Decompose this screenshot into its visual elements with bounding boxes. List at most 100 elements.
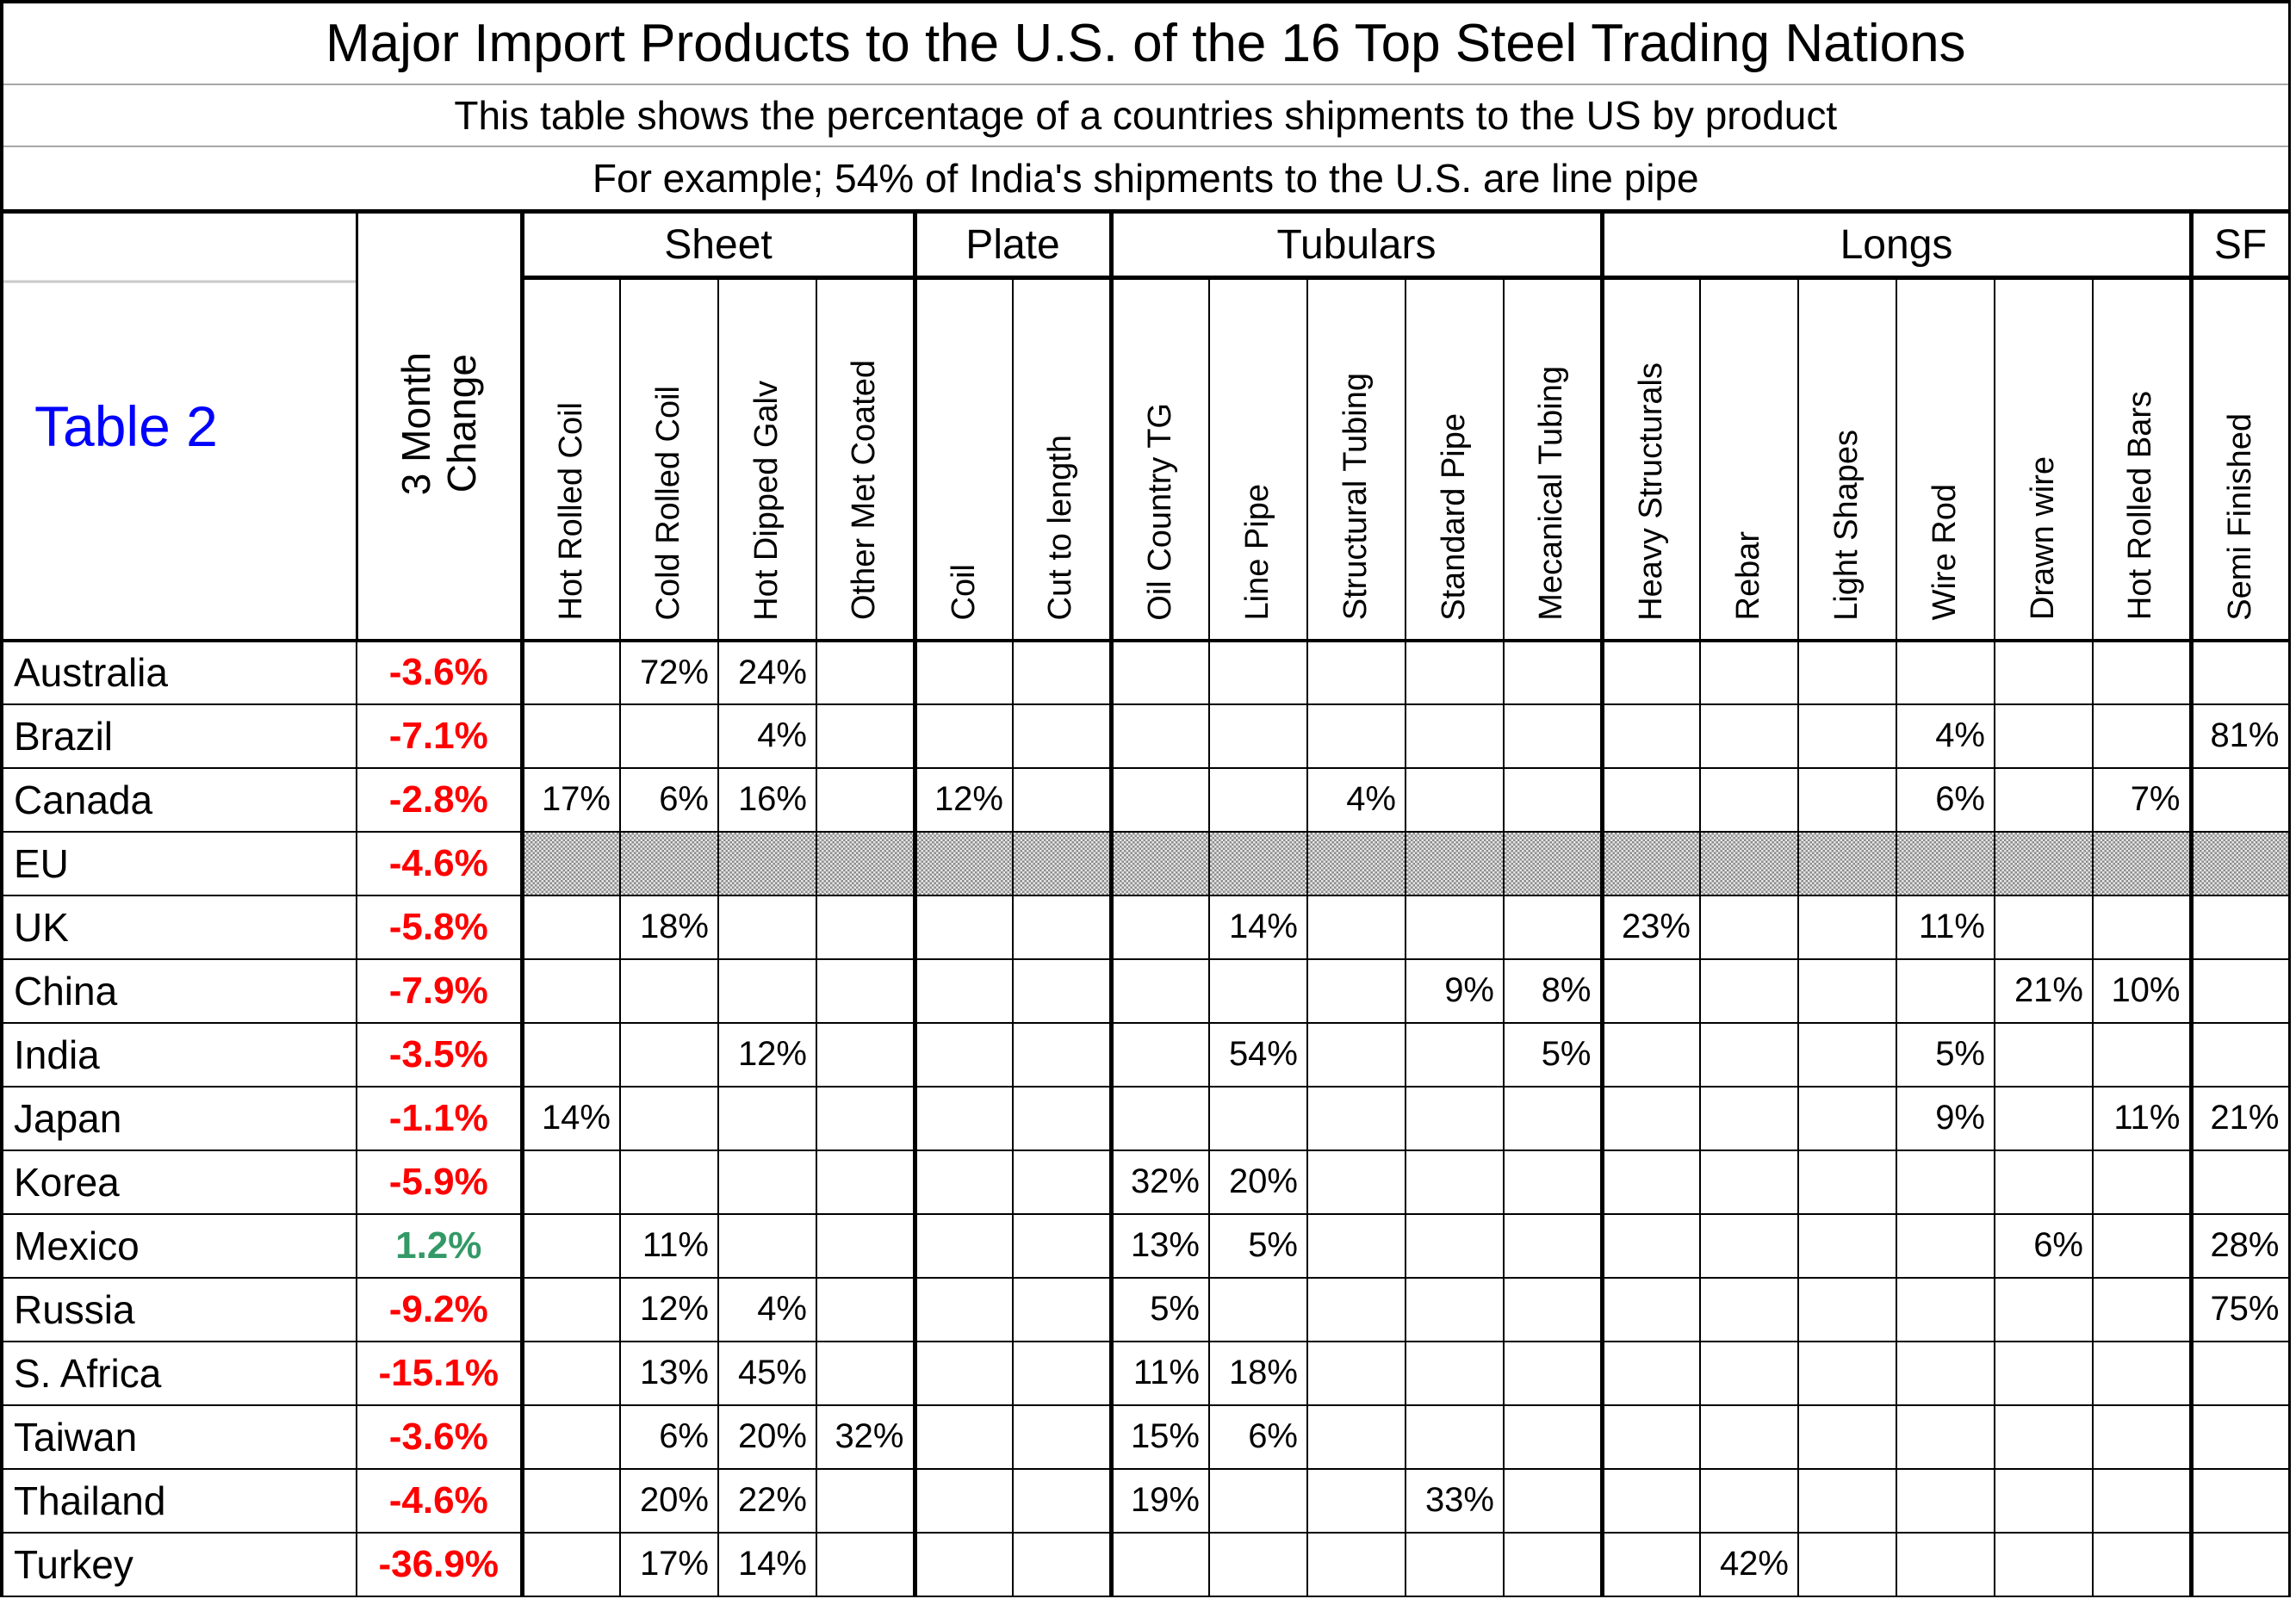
cell-china-semi-finished xyxy=(2188,957,2291,1024)
cell-russia-hot-rolled-bars xyxy=(2092,1276,2192,1342)
cell-australia-coil xyxy=(912,639,1014,705)
change-value: -7.9% xyxy=(356,957,524,1024)
cell-japan-standard-pipe xyxy=(1405,1085,1505,1151)
cell-russia-mecanical-tubing xyxy=(1503,1276,1603,1342)
country-name: Korea xyxy=(0,1149,357,1215)
cell-australia-standard-pipe xyxy=(1405,639,1505,705)
cell-mexico-rebar xyxy=(1699,1212,1799,1279)
cell-korea-coil xyxy=(912,1149,1014,1215)
cell-taiwan-hot-rolled-coil xyxy=(519,1404,621,1470)
change-header-text: 3 Month Change xyxy=(393,352,484,496)
cell-canada-standard-pipe xyxy=(1405,766,1505,833)
cell-mexico-wire-rod xyxy=(1896,1212,1995,1279)
cell-eu-semi-finished xyxy=(2188,830,2291,896)
cell-korea-light-shapes xyxy=(1797,1149,1897,1215)
column-header-label: Standard Pipe xyxy=(1436,412,1473,621)
cell-thailand-standard-pipe: 33% xyxy=(1405,1467,1505,1534)
cell-china-hot-dipped-galv xyxy=(717,957,817,1024)
country-name: Russia xyxy=(0,1276,357,1342)
cell-china-light-shapes xyxy=(1797,957,1897,1024)
column-header-label: Hot Rolled Bars xyxy=(2122,391,2159,621)
cell-russia-standard-pipe xyxy=(1405,1276,1505,1342)
cell-brazil-standard-pipe xyxy=(1405,703,1505,769)
cell-eu-hot-dipped-galv xyxy=(717,830,817,896)
column-header-label: Drawn wire xyxy=(2025,456,2062,621)
cell-s-africa-light-shapes xyxy=(1797,1340,1897,1406)
cell-taiwan-light-shapes xyxy=(1797,1404,1897,1470)
cell-eu-hot-rolled-coil xyxy=(519,830,621,896)
cell-mexico-cut-to-length xyxy=(1012,1212,1112,1279)
cell-taiwan-cut-to-length xyxy=(1012,1404,1112,1470)
subtitle-1: This table shows the percentage of a cou… xyxy=(0,84,2291,147)
cell-taiwan-cold-rolled-coil: 6% xyxy=(619,1404,719,1470)
cell-russia-drawn-wire xyxy=(1994,1276,2094,1342)
cell-turkey-structural-tubing xyxy=(1306,1531,1406,1597)
cell-russia-rebar xyxy=(1699,1276,1799,1342)
cell-japan-cold-rolled-coil xyxy=(619,1085,719,1151)
cell-taiwan-coil xyxy=(912,1404,1014,1470)
cell-s-africa-other-met-coated xyxy=(816,1340,915,1406)
cell-australia-rebar xyxy=(1699,639,1799,705)
cell-russia-cut-to-length xyxy=(1012,1276,1112,1342)
cell-turkey-hot-dipped-galv: 14% xyxy=(717,1531,817,1597)
column-header-label: Hot Dipped Galv xyxy=(748,380,785,621)
change-value: -9.2% xyxy=(356,1276,524,1342)
cell-australia-structural-tubing xyxy=(1306,639,1406,705)
cell-canada-hot-rolled-bars: 7% xyxy=(2092,766,2192,833)
change-value: -4.6% xyxy=(356,830,524,896)
cell-mexico-line-pipe: 5% xyxy=(1208,1212,1308,1279)
cell-japan-hot-rolled-bars: 11% xyxy=(2092,1085,2192,1151)
cell-uk-heavy-structurals: 23% xyxy=(1599,894,1701,960)
cell-uk-rebar xyxy=(1699,894,1799,960)
cell-s-africa-mecanical-tubing xyxy=(1503,1340,1603,1406)
cell-brazil-hot-rolled-coil xyxy=(519,703,621,769)
cell-japan-light-shapes xyxy=(1797,1085,1897,1151)
cell-mexico-oil-country-tg: 13% xyxy=(1108,1212,1210,1279)
cell-india-structural-tubing xyxy=(1306,1021,1406,1088)
column-header-label: Hot Rolled Coil xyxy=(552,402,589,621)
row-thailand: Thailand -4.6% 20% 22% 19% 33% xyxy=(0,1467,2291,1534)
cell-australia-other-met-coated xyxy=(816,639,915,705)
cell-india-coil xyxy=(912,1021,1014,1088)
cell-taiwan-structural-tubing xyxy=(1306,1404,1406,1470)
cell-brazil-mecanical-tubing xyxy=(1503,703,1603,769)
cell-s-africa-hot-dipped-galv: 45% xyxy=(717,1340,817,1406)
cell-brazil-light-shapes xyxy=(1797,703,1897,769)
cell-india-cold-rolled-coil xyxy=(619,1021,719,1088)
cell-uk-light-shapes xyxy=(1797,894,1897,960)
cell-thailand-semi-finished xyxy=(2188,1467,2291,1534)
cell-brazil-drawn-wire xyxy=(1994,703,2094,769)
column-header-other-met-coated: Other Met Coated xyxy=(816,276,915,642)
cell-turkey-drawn-wire xyxy=(1994,1531,2094,1597)
cell-eu-cut-to-length xyxy=(1012,830,1112,896)
cell-australia-heavy-structurals xyxy=(1599,639,1701,705)
cell-eu-other-met-coated xyxy=(816,830,915,896)
cell-japan-line-pipe xyxy=(1208,1085,1308,1151)
change-column-header: 3 Month Change xyxy=(356,210,524,642)
cell-uk-other-met-coated xyxy=(816,894,915,960)
cell-eu-light-shapes xyxy=(1797,830,1897,896)
title-row: Major Import Products to the U.S. of the… xyxy=(0,0,2291,85)
cell-eu-standard-pipe xyxy=(1405,830,1505,896)
cell-russia-oil-country-tg: 5% xyxy=(1108,1276,1210,1342)
country-name: EU xyxy=(0,830,357,896)
cell-s-africa-standard-pipe xyxy=(1405,1340,1505,1406)
cell-china-line-pipe xyxy=(1208,957,1308,1024)
cell-australia-cut-to-length xyxy=(1012,639,1112,705)
cell-brazil-line-pipe xyxy=(1208,703,1308,769)
row-india: India -3.5% 12% 54% 5% 5% xyxy=(0,1021,2291,1088)
cell-korea-hot-dipped-galv xyxy=(717,1149,817,1215)
cell-thailand-heavy-structurals xyxy=(1599,1467,1701,1534)
cell-brazil-wire-rod: 4% xyxy=(1896,703,1995,769)
cell-canada-heavy-structurals xyxy=(1599,766,1701,833)
column-header-label: Oil Country TG xyxy=(1141,402,1178,621)
column-header-cut-to-length: Cut to length xyxy=(1012,276,1112,642)
cell-turkey-wire-rod xyxy=(1896,1531,1995,1597)
cell-canada-drawn-wire xyxy=(1994,766,2094,833)
group-header-sheet: Sheet xyxy=(519,209,915,280)
change-value: -5.8% xyxy=(356,894,524,960)
cell-canada-semi-finished xyxy=(2188,766,2291,833)
cell-japan-coil xyxy=(912,1085,1014,1151)
cell-australia-hot-rolled-bars xyxy=(2092,639,2192,705)
cell-russia-semi-finished: 75% xyxy=(2188,1276,2291,1342)
